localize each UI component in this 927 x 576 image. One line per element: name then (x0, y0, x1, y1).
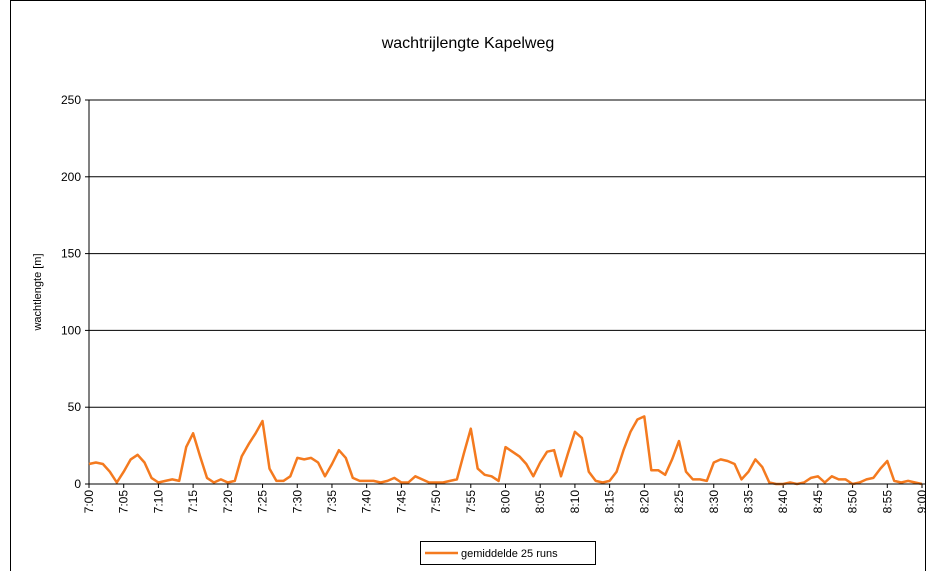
x-tick-label: 8:20 (637, 490, 651, 514)
x-tick-label: 8:55 (880, 490, 894, 514)
x-tick-label: 7:25 (256, 490, 270, 514)
x-tick-label: 7:35 (325, 490, 339, 514)
x-tick-label: 8:30 (707, 490, 721, 514)
x-tick-label: 8:10 (568, 490, 582, 514)
x-tick-label: 8:00 (499, 490, 513, 514)
y-tick-label: 250 (61, 93, 81, 107)
x-tick-label: 8:25 (672, 490, 686, 514)
x-tick-label: 8:15 (603, 490, 617, 514)
y-axis-label: wachtlengte [m] (32, 253, 44, 331)
chart-title: wachtrijlengte Kapelweg (381, 35, 555, 52)
x-tick-label: 8:35 (741, 490, 755, 514)
x-tick-label: 7:00 (82, 490, 96, 514)
y-tick-label: 50 (68, 400, 82, 414)
x-tick-label: 7:20 (221, 490, 235, 514)
x-tick-label: 7:15 (186, 490, 200, 514)
x-tick-label: 7:50 (429, 490, 443, 514)
x-tick-label: 7:45 (394, 490, 408, 514)
x-tick-label: 8:40 (776, 490, 790, 514)
x-tick-label: 7:40 (360, 490, 374, 514)
x-tick-label: 7:55 (464, 490, 478, 514)
y-tick-label: 100 (61, 323, 81, 337)
x-tick-label: 7:30 (290, 490, 304, 514)
x-tick-label: 8:45 (811, 490, 825, 514)
legend-label: gemiddelde 25 runs (461, 548, 558, 560)
y-tick-label: 150 (61, 247, 81, 261)
legend (420, 541, 596, 565)
x-tick-label: 7:05 (117, 490, 131, 514)
y-tick-label: 0 (74, 477, 81, 491)
y-tick-label: 200 (61, 170, 81, 184)
x-tick-label: 8:05 (533, 490, 547, 514)
x-tick-label: 9:00 (915, 490, 927, 514)
x-tick-label: 7:10 (151, 490, 165, 514)
x-tick-label: 8:50 (846, 490, 860, 514)
chart-frame (10, 0, 926, 576)
